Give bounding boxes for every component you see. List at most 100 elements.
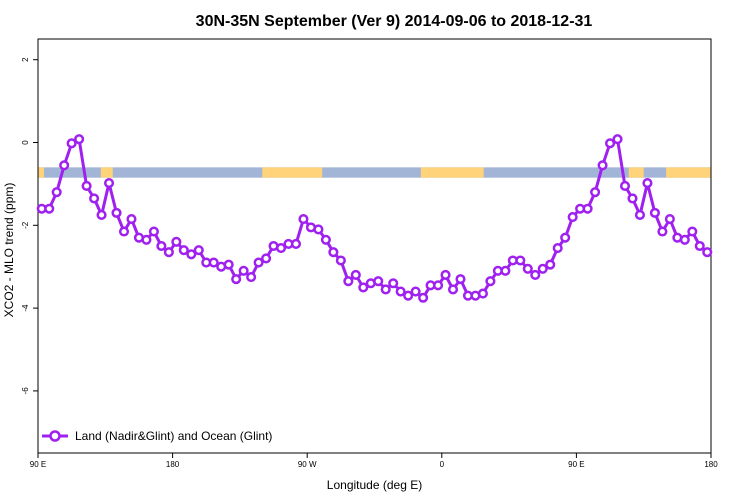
x-tick-label: 180 <box>704 460 718 469</box>
series-layer <box>36 134 713 303</box>
legend-marker-swatch <box>49 430 61 442</box>
data-point <box>679 234 690 245</box>
data-point <box>320 234 331 245</box>
data-point <box>66 138 77 149</box>
data-point <box>455 274 466 285</box>
data-point <box>89 193 100 204</box>
data-point <box>702 247 713 258</box>
data-point <box>687 226 698 237</box>
data-point <box>410 286 421 297</box>
data-point <box>246 272 257 283</box>
data-point <box>664 214 675 225</box>
data-point <box>148 226 159 237</box>
data-point <box>590 187 601 198</box>
data-point <box>298 214 309 225</box>
data-point <box>634 209 646 220</box>
data-point <box>485 276 496 287</box>
data-point <box>657 226 668 237</box>
data-point <box>44 203 55 214</box>
data-point <box>193 245 204 256</box>
data-point <box>440 269 451 281</box>
data-point <box>373 276 384 287</box>
data-point <box>522 263 533 274</box>
data-point <box>253 257 264 268</box>
data-point <box>275 243 287 254</box>
data-point <box>261 253 272 264</box>
plot-frame <box>37 38 712 454</box>
data-point <box>313 224 324 235</box>
band-land-segment <box>628 167 644 178</box>
data-point <box>500 265 511 276</box>
data-point <box>560 232 571 243</box>
data-point <box>358 282 369 293</box>
data-point <box>694 240 705 252</box>
data-point <box>537 263 548 274</box>
data-point <box>51 187 62 198</box>
data-point <box>627 193 638 204</box>
legend-entry-label: Land (Nadir&Glint) and Ocean (Glint) <box>75 429 272 443</box>
data-point <box>290 238 302 249</box>
data-point <box>178 245 189 256</box>
data-point <box>530 269 541 281</box>
data-point <box>238 265 249 276</box>
data-point <box>343 276 354 287</box>
band-land-segment <box>666 167 711 178</box>
data-point <box>103 178 115 189</box>
data-point <box>567 211 578 223</box>
legend: Land (Nadir&Glint) and Ocean (Glint) <box>42 429 272 443</box>
data-point <box>388 278 399 289</box>
chart-title: 30N-35N September (Ver 9) 2014-09-06 to … <box>196 13 593 30</box>
data-point <box>619 180 631 192</box>
data-point <box>328 247 339 258</box>
data-point <box>156 240 167 252</box>
data-point <box>163 247 174 258</box>
data-point <box>231 274 242 285</box>
data-point <box>74 134 85 145</box>
y-tick-label: 2 <box>21 57 30 62</box>
band-ocean <box>38 167 711 178</box>
x-tick-label: 0 <box>440 460 445 469</box>
band-land-segment <box>100 167 113 178</box>
band-land-segment <box>38 167 44 178</box>
data-point <box>649 207 660 218</box>
data-point <box>171 236 182 247</box>
data-point <box>186 249 197 260</box>
data-point <box>81 180 92 192</box>
x-tick-label: 90 W <box>298 460 317 469</box>
x-tick-label: 90 E <box>568 460 584 469</box>
data-point <box>447 284 459 295</box>
data-point <box>141 234 152 245</box>
surface-type-band <box>38 167 711 178</box>
data-point <box>612 134 623 145</box>
data-point <box>642 178 653 189</box>
data-point <box>605 138 616 149</box>
data-point <box>433 280 444 291</box>
band-land-segment <box>420 167 484 178</box>
data-point <box>515 255 526 266</box>
y-tick-label: 0 <box>21 140 30 145</box>
data-point <box>380 284 391 295</box>
data-point <box>350 269 361 281</box>
data-point <box>335 255 346 266</box>
data-point <box>418 292 429 303</box>
data-point <box>545 259 556 270</box>
data-point <box>597 160 608 171</box>
y-tick-label: -4 <box>21 304 30 312</box>
data-point <box>208 257 219 268</box>
y-tick-label: -6 <box>21 387 30 395</box>
data-point <box>59 160 70 171</box>
data-point <box>552 243 563 254</box>
y-tick-label: -2 <box>21 221 30 229</box>
band-land-segment <box>262 167 323 178</box>
data-point <box>126 214 137 225</box>
data-point <box>582 203 593 214</box>
y-axis-label: XCO2 - MLO trend (ppm) <box>2 183 16 318</box>
x-tick-label: 180 <box>166 460 180 469</box>
x-axis-label: Longitude (deg E) <box>327 478 422 492</box>
data-point <box>96 209 107 220</box>
x-axis: 90 E 180 90 W 0 90 E 180 <box>30 453 718 469</box>
data-point <box>111 207 122 218</box>
series-line <box>41 137 709 300</box>
data-point <box>223 259 234 270</box>
